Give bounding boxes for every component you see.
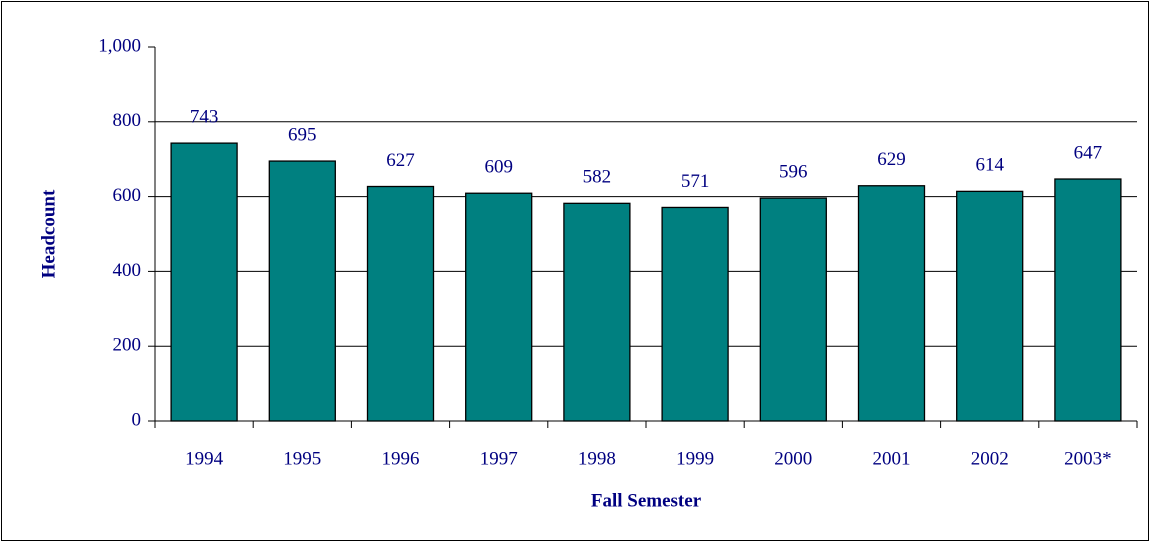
bar: [170, 142, 238, 422]
data-label: 647: [1074, 142, 1103, 163]
bar: [857, 185, 926, 422]
x-tick-label: 1996: [382, 448, 420, 469]
y-tick-label: 0: [132, 409, 142, 430]
y-tick-label: 800: [113, 110, 142, 131]
data-label: 582: [583, 167, 612, 188]
x-axis-title: Fall Semester: [591, 490, 702, 511]
x-tick-label: 2000: [774, 448, 812, 469]
x-tick-label: 1998: [578, 448, 616, 469]
data-label: 571: [681, 171, 710, 192]
x-tick-label: 1997: [480, 448, 518, 469]
bar: [268, 160, 336, 422]
bar: [465, 192, 533, 422]
data-label: 743: [190, 106, 219, 127]
bar: [366, 185, 435, 422]
data-label: 614: [975, 155, 1004, 176]
y-tick-label: 1,000: [98, 35, 141, 56]
y-tick-label: 600: [113, 185, 142, 206]
x-tick-label: 2001: [873, 448, 911, 469]
bar: [661, 206, 729, 422]
bar: [563, 202, 631, 422]
data-label: 609: [484, 157, 513, 178]
x-tick-label: 2002: [971, 448, 1009, 469]
data-label: 629: [877, 149, 906, 170]
x-tick-label: 1994: [185, 448, 224, 469]
bar: [759, 197, 827, 422]
x-tick-label: 1999: [676, 448, 714, 469]
bar: [956, 190, 1024, 422]
x-tick-label: 2003*: [1064, 448, 1112, 469]
data-label: 596: [779, 161, 808, 182]
x-tick-label: 1995: [283, 448, 321, 469]
y-tick-label: 400: [113, 260, 142, 281]
y-tick-label: 200: [113, 335, 142, 356]
y-axis-title: Headcount: [38, 189, 59, 278]
bar: [1054, 178, 1122, 422]
data-label: 627: [386, 150, 415, 171]
data-label: 695: [288, 124, 317, 145]
